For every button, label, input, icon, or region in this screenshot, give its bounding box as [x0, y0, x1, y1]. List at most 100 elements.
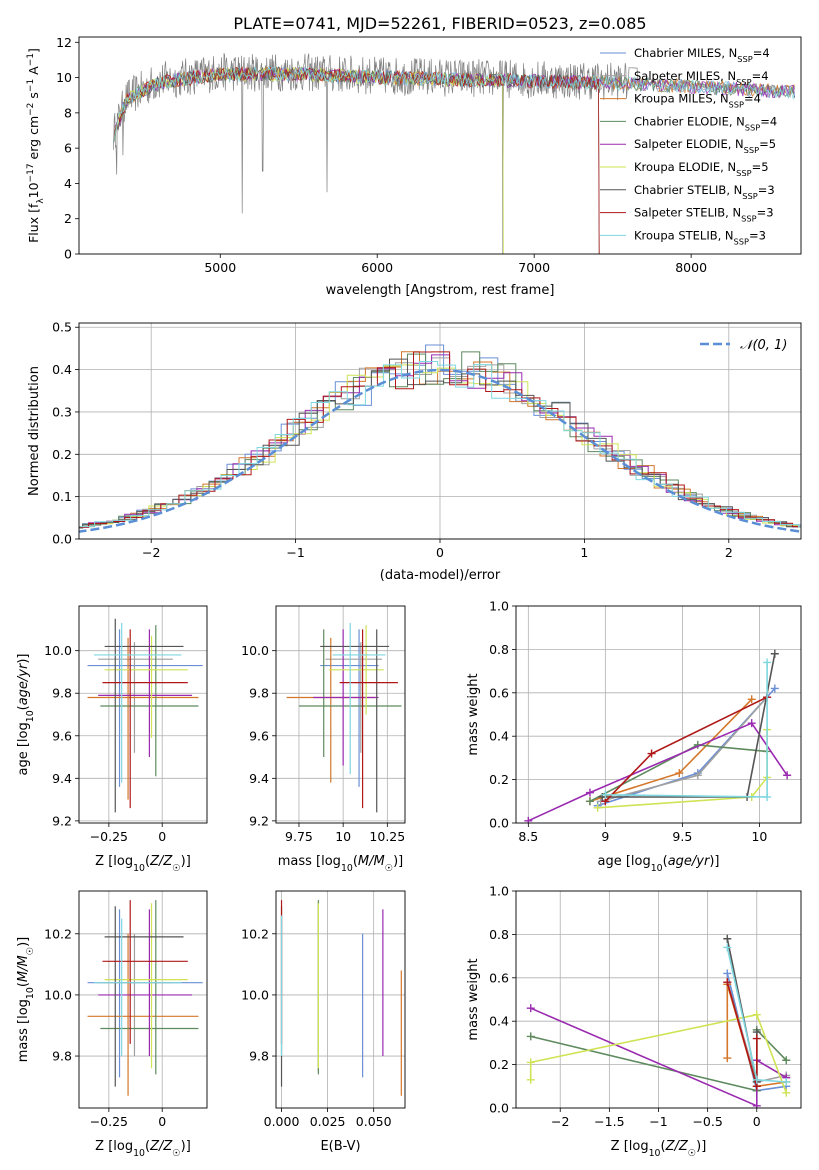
mass_vs_ebv-xlabel: E(B-V)	[320, 1139, 360, 1154]
residuals-ytick-label: 0.4	[52, 362, 72, 377]
mass_weight_vs_age-line-kroupa-miles	[589, 698, 753, 803]
mass_vs_ebv-xtick-label: 0.000	[264, 1114, 300, 1129]
mass_weight_vs_z-xtick-label: −2	[551, 1114, 569, 1129]
mass_vs_z-ytick-label: 10.2	[44, 926, 72, 941]
age_vs_z-ytick-label: 10.0	[44, 643, 72, 658]
legend-label-chabrier-stelib: Chabrier STELIB, NSSP=3	[634, 183, 775, 201]
mass_vs_ebv-ytick-label: 10.2	[241, 926, 269, 941]
mass-vs-extinction-panel: 0.000 0.025 0.050 9.8 10.0 10.2 E(B-V)	[241, 890, 406, 1154]
mass_vs_ebv-frame: 0.000 0.025 0.050 9.8 10.0 10.2 E(B-V)	[241, 890, 406, 1154]
mass_weight_vs_age-marker-kroupa-miles	[747, 695, 756, 704]
mass_vs_z-ylabel-group: mass [log10(M/M☉)]	[16, 937, 36, 1063]
residuals-plot-area	[79, 344, 801, 533]
mass_weight_vs_age-marker-kroupa-stelib	[601, 790, 610, 799]
mass_weight_vs_age-marker-chabrier-miles	[770, 684, 779, 693]
mass_weight_vs_age-marker-kroupa-miles	[675, 769, 684, 778]
mass-weight-vs-age-panel: 8.5 9 9.5 10 0.0 0.2 0.4 0.6 0.8 1.0 age [log10(ag…	[466, 599, 802, 874]
spectrum-model-kroupa-stelib	[113, 66, 796, 143]
mass_weight_vs_age-marker-salpeter-elodie	[524, 816, 533, 823]
mass_weight_vs_age-xlabel: age [log10(age/yr)]	[597, 854, 719, 874]
mass_vs_z-plot-area	[87, 900, 203, 1096]
mass_weight_vs_z-ytick-label: 0.4	[489, 1014, 509, 1029]
spectrum-xtick-label: 8000	[675, 260, 707, 275]
histogram-chabrier-miles	[79, 344, 801, 529]
mass_vs_z-xlabel: Z [log10(Z/Z☉)]	[95, 1139, 191, 1159]
age_vs_mass-xlabel: mass [log10(M/M☉)]	[278, 854, 404, 874]
legend-label-chabrier-miles: Chabrier MILES, NSSP=4	[634, 46, 770, 64]
spectrum-model-salpeter-stelib	[113, 65, 600, 254]
mass_weight_vs_z-line-kroupa-elodie	[529, 1013, 788, 1094]
age_vs_mass-xtick-label: 10	[335, 829, 351, 844]
spectrum-ytick-label: 12	[56, 35, 72, 50]
mass_weight_vs_z-plot-area	[526, 934, 791, 1108]
residuals-ylabel: Normed distribution	[27, 366, 42, 496]
mass_weight_vs_z-xtick-label: −1.5	[594, 1114, 624, 1129]
mass_vs_ebv-ytick-label: 10.0	[241, 987, 269, 1002]
histogram-kroupa-miles	[79, 351, 801, 528]
legend-label-kroupa-elodie: Kroupa ELODIE, NSSP=5	[634, 160, 769, 178]
mass_weight_vs_z-ytick-label: 0.8	[489, 927, 509, 942]
histogram-kroupa-stelib	[79, 361, 801, 528]
age_vs_z-ylabel-group: age [log10(age/yr)]	[16, 653, 36, 775]
residuals-ytick-label: 0.1	[52, 489, 72, 504]
residuals-panel: −2 −1 0 1 2 0.0 0.1 0.2 0.3 0.4 0.5 (data-model)/er…	[27, 320, 802, 583]
spectrum-axes-frame	[78, 36, 802, 255]
spectrum-model-chabrier-stelib	[113, 66, 600, 254]
mass_weight_vs_z-xtick-label: 0	[753, 1114, 761, 1129]
spectrum-xtick-label: 7000	[518, 260, 550, 275]
legend-label-kroupa-stelib: Kroupa STELIB, NSSP=3	[634, 228, 766, 246]
spectrum-frame: 5000 6000 7000 8000 0 2 4 6 8 10 12 wavelength [Ang…	[26, 35, 802, 298]
figure-title: PLATE=0741, MJD=52261, FIBERID=0523, z=0…	[233, 14, 646, 33]
spectrum-xtick-label: 5000	[204, 260, 236, 275]
age_vs_z-xtick-label: −0.25	[90, 829, 128, 844]
age_vs_z-xlabel: Z [log10(Z/Z☉)]	[95, 854, 191, 874]
mass_weight_vs_z-marker-salpeter-elodie	[526, 1004, 535, 1013]
mass_vs_ebv-grid	[276, 891, 405, 1108]
mass_weight_vs_age-xtick-label: 9.5	[672, 829, 692, 844]
legend-label-chabrier-elodie: Chabrier ELODIE, NSSP=4	[634, 114, 777, 132]
residuals-xtick-label: 0	[436, 545, 444, 560]
mass_weight_vs_age-xtick-label: 9	[601, 829, 609, 844]
mass_weight_vs_age-marker-salpeter-elodie	[585, 788, 594, 797]
mass_vs_z-frame: −0.25 0 9.8 10.0 10.2 Z [log10(Z/Z☉)] mass [lo…	[16, 890, 208, 1159]
mass_weight_vs_age-marker-salpeter-elodie	[783, 771, 792, 780]
mass_weight_vs_z-ytick-label: 1.0	[489, 884, 509, 899]
mass_weight_vs_age-ytick-label: 0.8	[489, 642, 509, 657]
age_vs_z-axes-frame	[78, 605, 208, 824]
legend-label-salpeter-elodie: Salpeter ELODIE, NSSP=5	[634, 137, 776, 155]
age_vs_z-grid	[79, 606, 207, 823]
age_vs_mass-xtick-label: 9.75	[285, 829, 313, 844]
age-vs-mass-panel: 9.75 10 10.25 9.2 9.4 9.6 9.8 10.0 mass [log10(M…	[241, 605, 406, 874]
mass_weight_vs_z-xlabel: Z [log10(Z/Z☉)]	[611, 1139, 707, 1159]
spectrum-xlabel: wavelength [Angstrom, rest frame]	[326, 283, 555, 298]
mass_weight_vs_age-plot-area	[524, 649, 792, 823]
mass-vs-metallicity-panel: −0.25 0 9.8 10.0 10.2 Z [log10(Z/Z☉)] mass [lo…	[16, 890, 208, 1159]
mass_weight_vs_age-grid	[516, 605, 801, 824]
legend-label-normal: 𝒩(0, 1)	[740, 338, 787, 353]
mass_weight_vs_age-ytick-label: 0.6	[489, 685, 509, 700]
age_vs_mass-ytick-label: 9.2	[249, 813, 269, 828]
age_vs_z-ytick-label: 9.8	[52, 686, 72, 701]
mass_weight_vs_z-xtick-label: −0.5	[692, 1114, 722, 1129]
residuals-axes-frame	[78, 322, 802, 540]
mass_weight_vs_z-marker-kroupa-miles	[723, 1054, 732, 1063]
spectrum-ylabel-group: Flux [fλ10−17 erg cm−2 s−1 A−1]	[26, 48, 46, 243]
mass_weight_vs_z-grid	[516, 890, 801, 1109]
age_vs_mass-ytick-label: 10.0	[241, 643, 269, 658]
mass_weight_vs_z-marker-chabrier-miles	[723, 969, 732, 978]
mass_weight_vs_age-frame: 8.5 9 9.5 10 0.0 0.2 0.4 0.6 0.8 1.0 age [log10(ag…	[466, 599, 802, 874]
mass_weight_vs_age-marker-salpeter-miles	[693, 771, 702, 780]
age_vs_z-ytick-label: 9.6	[52, 728, 72, 743]
age_vs_z-plot-area	[87, 618, 203, 813]
mass_weight_vs_z-marker-kroupa-elodie	[526, 1058, 535, 1067]
spectrum-ylabel: Flux [fλ10−17 erg cm−2 s−1 A−1]	[26, 48, 46, 243]
residuals-xtick-label: −1	[286, 545, 304, 560]
mass_weight_vs_z-marker-chabrier-elodie	[526, 1032, 535, 1041]
residuals-xlabel: (data-model)/error	[380, 568, 501, 583]
histogram-salpeter-stelib	[79, 351, 801, 528]
spectrum-xtick-label: 6000	[361, 260, 393, 275]
mass_weight_vs_z-xtick-label: −1	[649, 1114, 667, 1129]
mass_weight_vs_z-marker-kroupa-elodie	[526, 1075, 535, 1084]
residuals-xtick-label: −2	[142, 545, 160, 560]
